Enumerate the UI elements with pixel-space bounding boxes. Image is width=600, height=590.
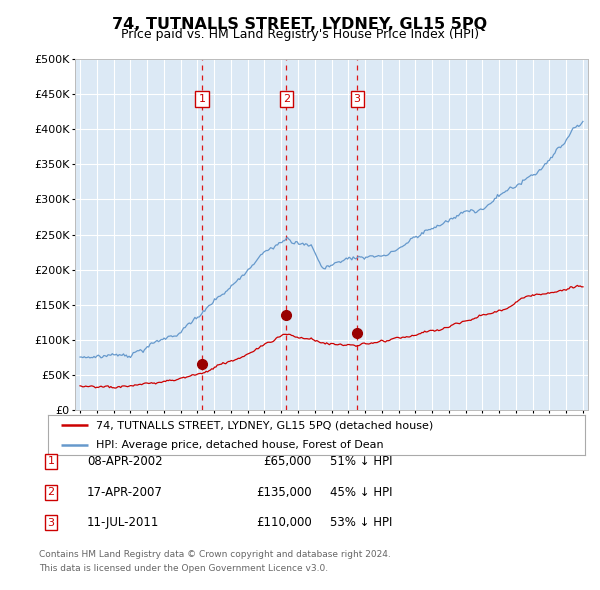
Text: HPI: Average price, detached house, Forest of Dean: HPI: Average price, detached house, Fore… (97, 441, 384, 450)
Text: £135,000: £135,000 (256, 486, 312, 499)
Text: 3: 3 (47, 518, 55, 527)
Text: 51% ↓ HPI: 51% ↓ HPI (330, 455, 392, 468)
Text: 2: 2 (283, 94, 290, 104)
Text: Price paid vs. HM Land Registry's House Price Index (HPI): Price paid vs. HM Land Registry's House … (121, 28, 479, 41)
Text: 3: 3 (353, 94, 361, 104)
Text: 2: 2 (47, 487, 55, 497)
Text: 17-APR-2007: 17-APR-2007 (87, 486, 163, 499)
Text: £110,000: £110,000 (256, 516, 312, 529)
Text: 74, TUTNALLS STREET, LYDNEY, GL15 5PQ (detached house): 74, TUTNALLS STREET, LYDNEY, GL15 5PQ (d… (97, 421, 434, 430)
Text: 45% ↓ HPI: 45% ↓ HPI (330, 486, 392, 499)
Text: 08-APR-2002: 08-APR-2002 (87, 455, 163, 468)
Text: 1: 1 (47, 457, 55, 466)
Text: 74, TUTNALLS STREET, LYDNEY, GL15 5PQ: 74, TUTNALLS STREET, LYDNEY, GL15 5PQ (112, 17, 488, 31)
Text: £65,000: £65,000 (264, 455, 312, 468)
Text: Contains HM Land Registry data © Crown copyright and database right 2024.: Contains HM Land Registry data © Crown c… (39, 550, 391, 559)
Text: 1: 1 (199, 94, 206, 104)
Text: This data is licensed under the Open Government Licence v3.0.: This data is licensed under the Open Gov… (39, 565, 328, 573)
Text: 11-JUL-2011: 11-JUL-2011 (87, 516, 160, 529)
Text: 53% ↓ HPI: 53% ↓ HPI (330, 516, 392, 529)
